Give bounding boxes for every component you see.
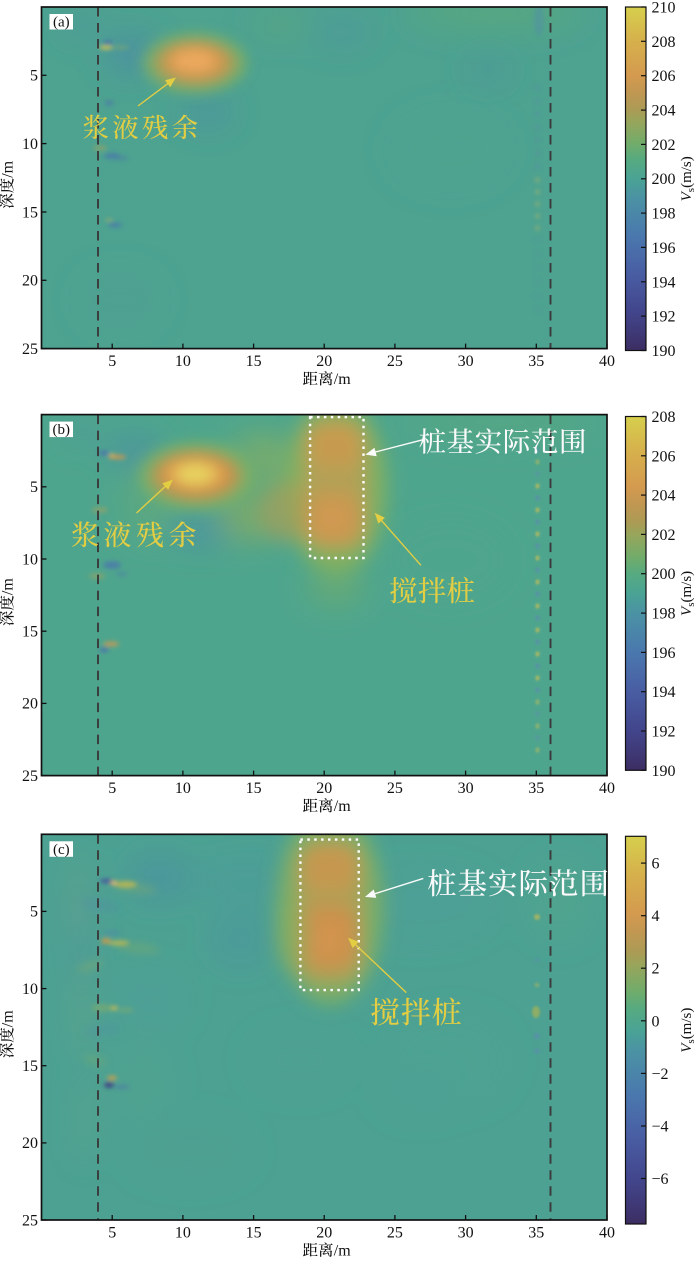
svg-text:190: 190 [652,763,676,780]
svg-text:200: 200 [652,171,676,188]
svg-text:204: 204 [652,488,676,505]
svg-text:Vs(m/s): Vs(m/s) [679,571,697,616]
svg-text:200: 200 [652,566,676,583]
svg-text:10: 10 [22,136,38,153]
svg-text:20: 20 [316,1225,332,1242]
svg-text:/m: /m [334,798,351,815]
svg-text:10: 10 [175,353,191,370]
svg-text:4: 4 [652,908,660,925]
svg-text:35: 35 [528,1225,544,1242]
svg-text:208: 208 [652,409,676,426]
svg-text:5: 5 [30,68,38,85]
svg-text:/m: /m [0,578,17,595]
svg-text:20: 20 [22,1135,38,1152]
svg-text:25: 25 [387,1225,403,1242]
svg-text:208: 208 [652,34,676,51]
svg-text:15: 15 [246,780,262,797]
svg-text:194: 194 [652,684,676,701]
svg-text:0: 0 [652,1013,660,1030]
svg-text:−4: −4 [652,1119,669,1136]
svg-text:206: 206 [652,448,676,465]
svg-text:196: 196 [652,240,676,257]
svg-text:206: 206 [652,68,676,85]
svg-text:190: 190 [652,343,676,360]
svg-text:20: 20 [22,696,38,713]
svg-text:15: 15 [22,204,38,221]
svg-text:194: 194 [652,274,676,291]
svg-text:204: 204 [652,103,676,120]
svg-text:−2: −2 [652,1066,669,1083]
svg-text:10: 10 [175,780,191,797]
svg-text:25: 25 [387,353,403,370]
svg-text:30: 30 [458,353,474,370]
svg-text:(c): (c) [53,842,70,858]
svg-text:40: 40 [599,780,615,797]
svg-text:35: 35 [528,353,544,370]
svg-text:198: 198 [652,206,676,223]
svg-text:40: 40 [599,1225,615,1242]
svg-text:5: 5 [30,904,38,921]
svg-text:192: 192 [652,309,676,326]
svg-text:198: 198 [652,606,676,623]
svg-text:−6: −6 [652,1171,669,1188]
svg-text:5: 5 [108,1225,116,1242]
svg-text:/m: /m [0,1010,17,1027]
svg-text:10: 10 [175,1225,191,1242]
svg-text:25: 25 [22,341,38,358]
svg-text:210: 210 [652,0,676,17]
svg-text:10: 10 [22,981,38,998]
svg-text:/m: /m [334,371,351,388]
svg-text:25: 25 [22,1212,38,1229]
svg-text:192: 192 [652,724,676,741]
svg-text:20: 20 [316,353,332,370]
svg-text:20: 20 [316,780,332,797]
svg-text:5: 5 [108,780,116,797]
svg-text:2: 2 [652,961,660,978]
svg-text:30: 30 [458,780,474,797]
svg-text:5: 5 [108,353,116,370]
svg-text:25: 25 [22,768,38,785]
svg-text:10: 10 [22,551,38,568]
svg-text:15: 15 [246,353,262,370]
svg-text:25: 25 [387,780,403,797]
svg-text:Vs(m/s): Vs(m/s) [679,1008,697,1053]
svg-text:6: 6 [652,856,660,873]
svg-text:15: 15 [22,1058,38,1075]
svg-text:15: 15 [22,624,38,641]
svg-text:196: 196 [652,645,676,662]
svg-text:202: 202 [652,527,676,544]
svg-text:35: 35 [528,780,544,797]
svg-text:(b): (b) [53,422,71,438]
svg-text:20: 20 [22,273,38,290]
svg-text:40: 40 [599,353,615,370]
svg-text:/m: /m [0,160,17,177]
svg-text:15: 15 [246,1225,262,1242]
svg-text:30: 30 [458,1225,474,1242]
svg-text:Vs(m/s): Vs(m/s) [679,156,697,201]
svg-text:5: 5 [30,479,38,496]
svg-text:(a): (a) [53,15,70,31]
svg-text:202: 202 [652,137,676,154]
svg-text:/m: /m [334,1243,351,1260]
